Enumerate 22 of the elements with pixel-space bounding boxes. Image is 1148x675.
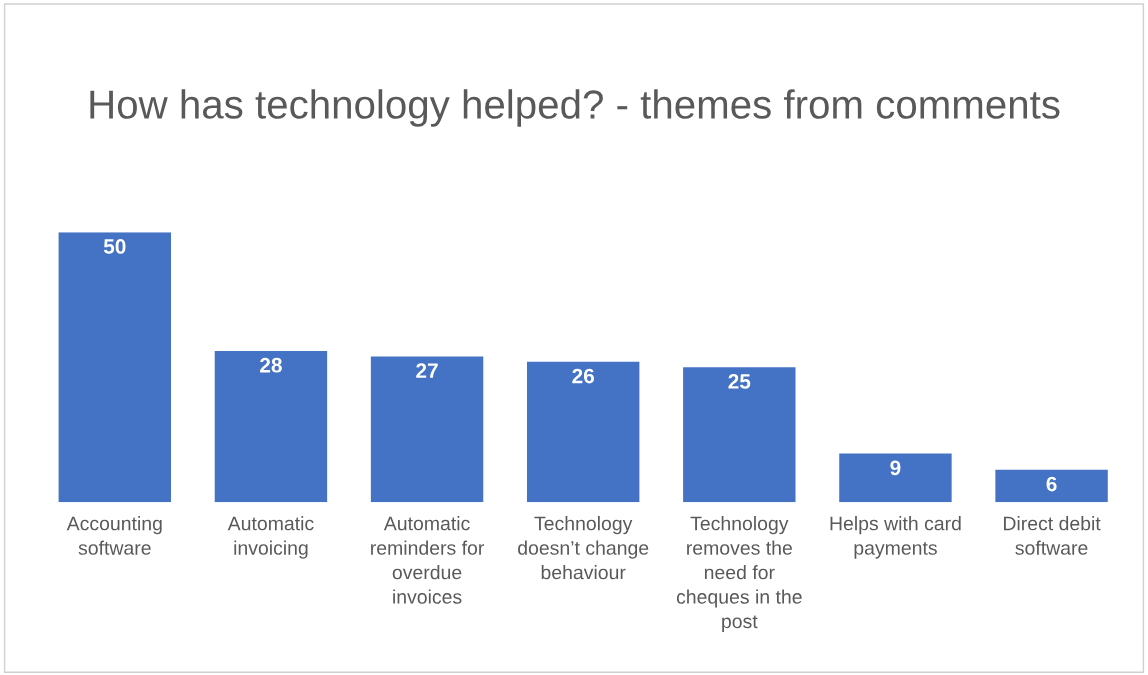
x-tick-label: Helps with card payments	[830, 516, 961, 559]
x-tick-label: Automatic invoicing	[227, 516, 314, 559]
bar	[839, 453, 952, 503]
bar	[58, 232, 172, 503]
bar	[995, 469, 1108, 503]
bar	[683, 367, 796, 503]
data-label: 50	[103, 239, 126, 254]
x-tick-label: Direct debit software	[1003, 516, 1101, 555]
data-label: 27	[416, 363, 438, 378]
data-label: 9	[890, 460, 901, 476]
data-label: 6	[1046, 476, 1057, 492]
bar	[370, 356, 484, 503]
bar	[526, 361, 640, 503]
data-label: 25	[728, 374, 751, 389]
bar	[214, 351, 328, 503]
x-tick-label: Automatic reminders for overdue invoices	[371, 516, 485, 604]
data-label: 28	[260, 357, 282, 373]
x-tick-label: Technology removes the need for cheques in the post	[676, 516, 802, 633]
chart-title: How has technology helped? - themes from comments	[90, 89, 1060, 127]
x-tick-label: Technology doesn’t change behaviour	[518, 516, 649, 580]
data-label: 26	[572, 368, 595, 384]
x-tick-label: Accounting software	[66, 516, 162, 555]
